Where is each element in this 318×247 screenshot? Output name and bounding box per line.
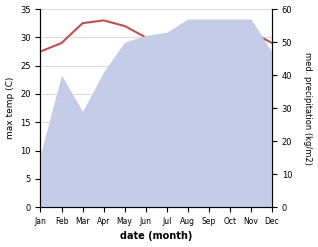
X-axis label: date (month): date (month) — [120, 231, 192, 242]
Y-axis label: max temp (C): max temp (C) — [5, 77, 15, 139]
Y-axis label: med. precipitation (kg/m2): med. precipitation (kg/m2) — [303, 52, 313, 165]
